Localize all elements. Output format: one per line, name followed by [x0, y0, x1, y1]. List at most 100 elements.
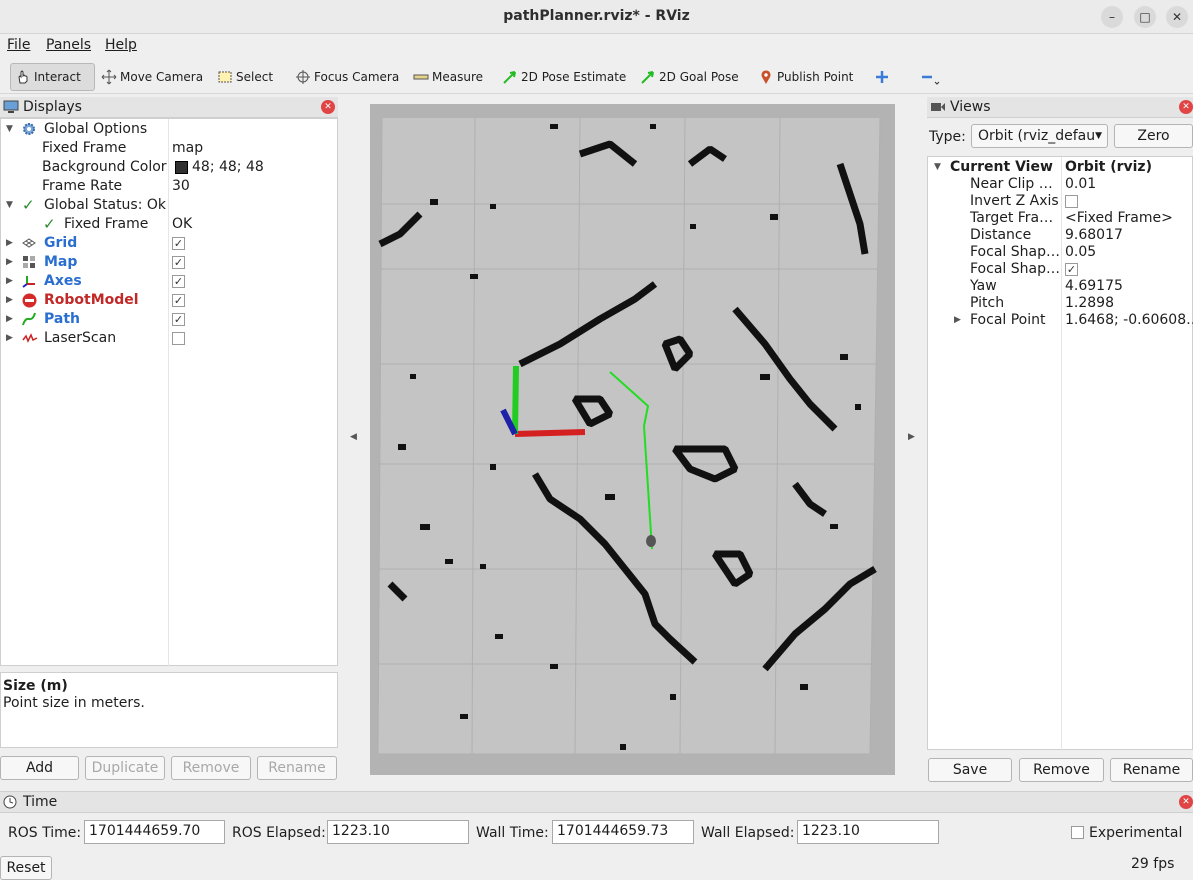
background-color-row[interactable]: Background Color 48; 48; 48: [42, 159, 264, 175]
move-camera-tool[interactable]: Move Camera: [97, 63, 207, 91]
add-tool-button[interactable]: [870, 63, 897, 91]
collapse-arrow-icon[interactable]: ▶: [6, 257, 13, 267]
expand-arrow-icon[interactable]: ▼: [6, 200, 13, 210]
measure-tool[interactable]: Measure: [409, 63, 487, 91]
display-item-laserscan[interactable]: ▶ LaserScan: [1, 329, 339, 348]
display-item-robotmodel[interactable]: ▶ RobotModel ✓: [6, 292, 185, 308]
grid-icon: [22, 238, 36, 248]
ros-elapsed-field[interactable]: 1223.10: [327, 820, 469, 844]
wall-elapsed-field[interactable]: 1223.10: [797, 820, 939, 844]
minus-icon: [922, 75, 940, 85]
window-title: pathPlanner.rviz* - RViz: [503, 8, 690, 24]
experimental-label: Experimental: [1089, 825, 1183, 841]
status-fixed-frame-row[interactable]: ✓ Fixed Frame OK: [43, 215, 193, 233]
wall-elapsed-label: Wall Elapsed:: [701, 825, 795, 841]
scan-points: [398, 124, 861, 750]
yaw-row[interactable]: Yaw 4.69175: [970, 278, 1123, 294]
menu-bar: File Panels Help: [0, 34, 1193, 58]
close-window-button[interactable]: ✕: [1166, 6, 1188, 28]
duplicate-display-button[interactable]: Duplicate: [85, 756, 165, 780]
focal-point-row[interactable]: ▶ Focal Point 1.6468; -0.60608…: [954, 312, 1193, 328]
display-item-grid[interactable]: ▶ Grid ✓: [6, 235, 185, 251]
collapse-arrow-icon[interactable]: ▶: [6, 314, 13, 324]
collapse-right-icon[interactable]: ▶: [908, 432, 915, 442]
close-icon[interactable]: ✕: [1179, 100, 1193, 114]
close-icon[interactable]: ✕: [321, 100, 335, 114]
checkmark-icon: ✓: [22, 196, 35, 214]
error-icon: [22, 293, 37, 308]
remove-display-button[interactable]: Remove: [171, 756, 251, 780]
collapse-left-icon[interactable]: ◀: [350, 432, 357, 442]
minimize-button[interactable]: –: [1101, 6, 1123, 28]
views-panel-header: Views ✕: [927, 97, 1193, 118]
maximize-button[interactable]: □: [1134, 6, 1156, 28]
laserscan-checkbox[interactable]: [172, 332, 185, 345]
pose-estimate-tool[interactable]: 2D Pose Estimate: [498, 63, 630, 91]
path-checkbox[interactable]: ✓: [172, 313, 185, 326]
map-checkbox[interactable]: ✓: [172, 256, 185, 269]
expand-arrow-icon[interactable]: ▼: [934, 162, 941, 172]
view-type-dropdown[interactable]: Orbit (rviz_defau ▼: [971, 124, 1108, 148]
reset-button[interactable]: Reset: [0, 856, 52, 880]
collapse-arrow-icon[interactable]: ▶: [6, 295, 13, 305]
current-view-row[interactable]: ▼ Current View Orbit (rviz): [934, 159, 1152, 175]
invert-z-row[interactable]: Invert Z Axis: [928, 193, 1193, 210]
collapse-arrow-icon[interactable]: ▶: [6, 238, 13, 248]
invert-z-checkbox[interactable]: [1065, 195, 1078, 208]
expand-arrow-icon[interactable]: ▼: [6, 124, 13, 134]
fixed-frame-row[interactable]: Fixed Frame map: [42, 140, 204, 156]
menu-file[interactable]: File: [7, 37, 31, 53]
ros-time-field[interactable]: 1701444659.70: [84, 820, 225, 844]
rename-view-button[interactable]: Rename: [1110, 758, 1193, 782]
remove-tool-button[interactable]: [916, 63, 947, 91]
display-item-path[interactable]: ▶ Path ✓: [6, 311, 185, 327]
goal-pose-tool[interactable]: 2D Goal Pose: [636, 63, 743, 91]
zero-button[interactable]: Zero: [1114, 124, 1193, 148]
collapse-arrow-icon[interactable]: ▶: [6, 276, 13, 286]
crosshair-icon: [296, 70, 310, 84]
robotmodel-checkbox[interactable]: ✓: [172, 294, 185, 307]
collapse-arrow-icon[interactable]: ▶: [6, 333, 13, 343]
publish-point-tool[interactable]: Publish Point: [754, 63, 857, 91]
focal-shape-fixed-row[interactable]: Focal Shap… ✓: [970, 261, 1078, 277]
focal-shape-size-row[interactable]: Focal Shap… 0.05: [970, 244, 1097, 260]
save-view-button[interactable]: Save: [928, 758, 1012, 782]
wall-time-field[interactable]: 1701444659.73: [552, 820, 694, 844]
add-display-button[interactable]: Add: [0, 756, 79, 780]
3d-viewport[interactable]: [370, 104, 895, 775]
views-tree: ▼ Current View Orbit (rviz) Near Clip … 0…: [927, 156, 1193, 751]
path-icon: [22, 312, 36, 326]
pitch-row[interactable]: Pitch 1.2898: [970, 295, 1114, 311]
rename-display-button[interactable]: Rename: [257, 756, 337, 780]
remove-view-button[interactable]: Remove: [1019, 758, 1104, 782]
obstacles: [378, 140, 877, 672]
green-arrow-icon: [641, 71, 654, 84]
occupancy-map[interactable]: [370, 104, 895, 775]
ruler-icon: [413, 74, 429, 80]
global-options-row[interactable]: ▼ Global Options: [6, 121, 148, 137]
display-item-axes[interactable]: ▶ Axes ✓: [6, 273, 185, 289]
near-clip-row[interactable]: Near Clip … 0.01: [970, 176, 1097, 192]
display-item-map[interactable]: ▶ Map ✓: [6, 254, 185, 270]
time-panel: Time ✕ ROS Time: 1701444659.70 ROS Elaps…: [0, 791, 1193, 880]
color-swatch[interactable]: [175, 161, 188, 174]
collapse-arrow-icon[interactable]: ▶: [954, 315, 961, 325]
close-icon[interactable]: ✕: [1179, 795, 1193, 809]
clock-icon: [3, 795, 17, 809]
menu-panels[interactable]: Panels: [46, 37, 92, 53]
global-status-row[interactable]: ▼ ✓ Global Status: Ok: [6, 196, 167, 214]
distance-row[interactable]: Distance 9.68017: [970, 227, 1123, 243]
menu-help[interactable]: Help: [105, 37, 137, 53]
title-bar: pathPlanner.rviz* - RViz – □ ✕: [0, 0, 1193, 34]
monitor-icon: [3, 100, 19, 113]
experimental-checkbox[interactable]: [1071, 826, 1084, 839]
focus-camera-tool[interactable]: Focus Camera: [291, 63, 403, 91]
interact-tool[interactable]: Interact: [10, 63, 95, 91]
target-frame-row[interactable]: Target Fra… <Fixed Frame>: [970, 210, 1173, 226]
frame-rate-row[interactable]: Frame Rate 30: [42, 178, 190, 194]
wall-time-label: Wall Time:: [476, 825, 549, 841]
focal-shape-checkbox[interactable]: ✓: [1065, 263, 1078, 276]
select-tool[interactable]: Select: [213, 63, 277, 91]
axes-checkbox[interactable]: ✓: [172, 275, 185, 288]
grid-checkbox[interactable]: ✓: [172, 237, 185, 250]
